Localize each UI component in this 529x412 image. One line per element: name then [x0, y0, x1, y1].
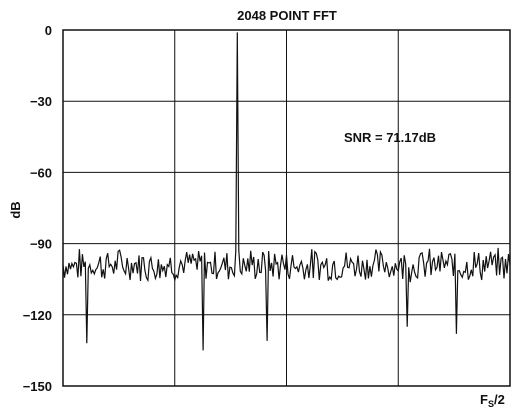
chart-title: 2048 POINT FFT [237, 8, 337, 23]
x-axis-label-main: F [480, 392, 488, 407]
y-tick-labels: 0 −30 −60 −90 −120 −150 [23, 23, 52, 394]
y-tick-label: −30 [30, 94, 52, 109]
x-axis-label-tail: /2 [494, 392, 505, 407]
snr-annotation: SNR = 71.17dB [344, 130, 436, 145]
y-tick-label: −120 [23, 308, 52, 323]
plot-frame [62, 29, 511, 387]
y-tick-label: −150 [23, 379, 52, 394]
y-tick-label: 0 [45, 23, 52, 38]
x-axis-label: FS/2 [480, 392, 505, 409]
grid [63, 29, 510, 387]
y-tick-label: −90 [30, 237, 52, 252]
x-axis-label-sub: S [488, 399, 494, 409]
y-axis-label: dB [8, 201, 23, 218]
y-tick-label: −60 [30, 165, 52, 180]
spectrum-line [62, 32, 511, 351]
